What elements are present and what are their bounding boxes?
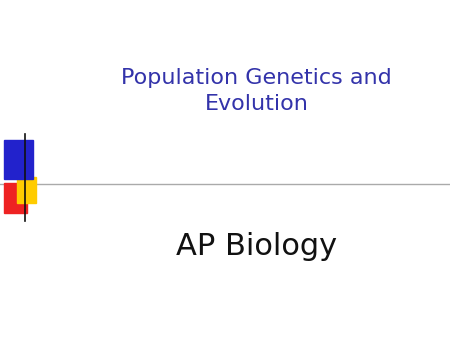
Bar [4,183,27,213]
Bar [4,140,33,179]
Text: AP Biology: AP Biology [176,232,337,261]
Bar [17,177,36,203]
Text: Population Genetics and
Evolution: Population Genetics and Evolution [121,68,392,115]
